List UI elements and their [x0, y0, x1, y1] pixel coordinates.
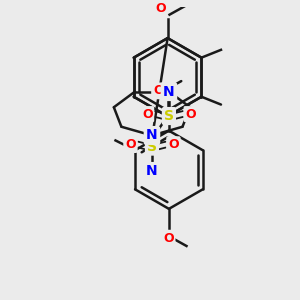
Text: N: N	[163, 85, 175, 99]
Text: O: O	[168, 138, 179, 151]
Text: O: O	[142, 108, 153, 121]
Text: O: O	[125, 138, 136, 151]
Text: O: O	[155, 2, 166, 15]
Text: O: O	[185, 108, 196, 121]
Text: N: N	[146, 164, 158, 178]
Text: O: O	[153, 84, 164, 98]
Text: O: O	[164, 232, 174, 245]
Text: S: S	[164, 109, 174, 123]
Text: S: S	[147, 140, 157, 154]
Text: N: N	[146, 128, 158, 142]
